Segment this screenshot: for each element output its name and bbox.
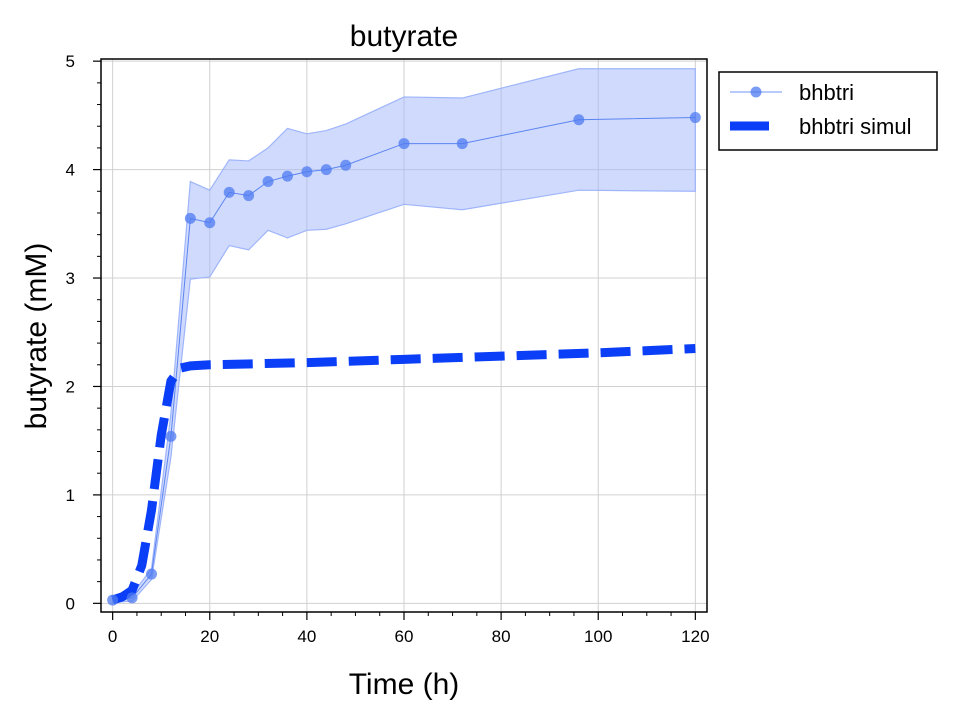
data-point-observed <box>223 186 235 198</box>
y-axis: 0 1 2 3 4 5 <box>66 52 101 613</box>
x-tick-label: 0 <box>108 627 117 646</box>
data-point-observed <box>456 138 468 150</box>
legend-marker-observed <box>750 86 762 98</box>
data-point-observed <box>340 159 352 171</box>
data-point-observed <box>689 112 701 124</box>
data-point-observed <box>165 430 177 442</box>
data-point-observed <box>320 164 332 176</box>
x-tick-label: 100 <box>584 627 612 646</box>
y-tick-label: 1 <box>66 486 75 505</box>
series-markers <box>107 112 701 606</box>
y-tick-label: 0 <box>66 594 75 613</box>
x-tick-label: 60 <box>395 627 414 646</box>
data-point-observed <box>184 212 196 224</box>
x-axis: 0 20 40 60 80 100 120 <box>108 612 710 646</box>
x-tick-label: 120 <box>681 627 709 646</box>
chart-title: butyrate <box>350 20 458 53</box>
y-tick-label: 3 <box>66 269 75 288</box>
data-point-observed <box>243 190 255 202</box>
y-tick-label: 4 <box>66 161 75 180</box>
confidence-band <box>112 68 696 603</box>
data-point-observed <box>146 568 157 580</box>
data-point-observed <box>281 170 293 182</box>
series-line-simulated <box>111 344 696 605</box>
x-tick-label: 40 <box>297 627 316 646</box>
x-axis-label: Time (h) <box>349 668 460 701</box>
data-point-observed <box>301 166 313 178</box>
error-band <box>112 68 696 603</box>
y-tick-label: 2 <box>66 377 75 396</box>
data-point-observed <box>126 592 138 604</box>
legend: bhbtri bhbtri simul <box>718 71 938 151</box>
data-point-observed <box>398 138 410 150</box>
data-point-observed <box>107 594 119 606</box>
data-point-observed <box>204 217 216 229</box>
legend-box <box>718 71 938 151</box>
y-axis-label: butyrate (mM) <box>20 243 53 430</box>
y-tick-label: 5 <box>66 52 75 71</box>
legend-label-observed: bhbtri <box>799 80 854 105</box>
x-tick-label: 80 <box>492 627 511 646</box>
x-tick-label: 20 <box>200 627 219 646</box>
data-point-observed <box>262 176 274 188</box>
legend-label-simulated: bhbtri simul <box>799 114 911 139</box>
data-point-observed <box>573 114 585 126</box>
